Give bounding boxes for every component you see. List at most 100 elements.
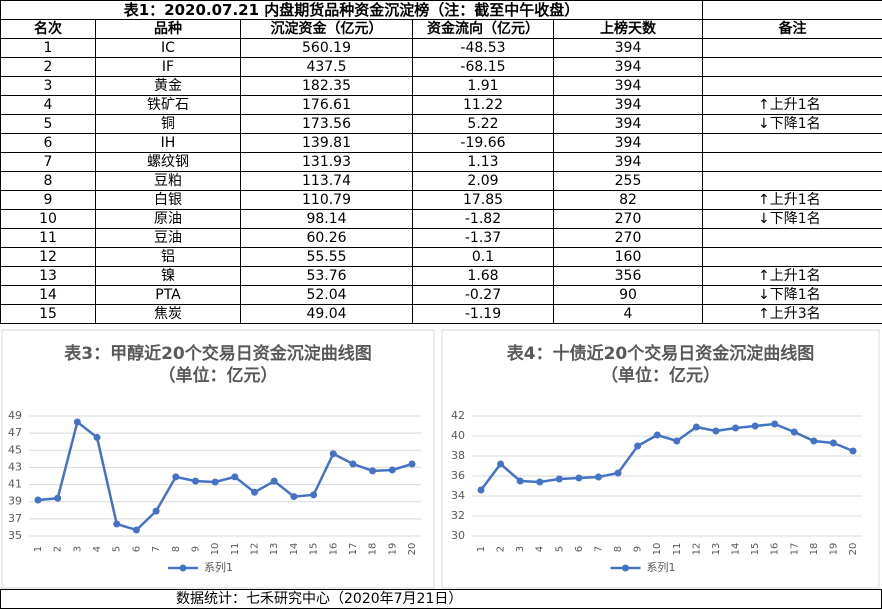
cell: 15 [0,304,96,324]
cell: 0.1 [412,247,554,267]
cell: 1.68 [412,266,554,286]
x-tick-label: 11 [672,543,683,556]
y-tick-label: 43 [8,460,22,473]
cell: 品种 [95,19,241,39]
cell: 394 [553,38,703,58]
cell: 镍 [95,266,241,286]
marker [829,439,837,447]
marker [497,460,505,468]
chart-subtitle: （单位：亿元） [601,365,720,386]
ranking-table: 表1：2020.07.21 内盘期货品种资金沉淀榜（注：截至中午收盘） 名次 品种沉… [0,0,882,324]
marker [810,437,818,445]
marker [516,477,524,485]
cell: 160 [553,247,703,267]
marker [34,496,42,504]
y-tick-label: 42 [451,409,465,422]
marker [790,428,798,436]
table-row: 5 铜 173.56 5.22 394 ↓下降1名 [0,114,882,134]
cell: IH [95,133,241,153]
cell: 139.81 [240,133,413,153]
y-tick-label: 37 [8,512,22,525]
cell: -0.27 [412,285,554,305]
marker [614,469,622,477]
x-tick-label: 20 [407,543,418,556]
cell: 上榜天数 [553,19,703,39]
marker [712,427,720,435]
chart-area [441,329,880,589]
x-tick-label: 7 [151,546,162,552]
table-row: 4 铁矿石 176.61 11.22 394 ↑上升1名 [0,95,882,115]
table-row: 6 IH 139.81 -19.66 394 [0,133,882,153]
cell: 131.93 [240,152,413,172]
cell: 铜 [95,114,241,134]
cell: -1.37 [412,228,554,248]
marker [849,447,857,455]
cell: 394 [553,76,703,96]
x-tick-label: 2 [53,546,64,552]
cell: 173.56 [240,114,413,134]
marker [388,466,396,474]
cell: 2 [0,57,96,77]
line [37,419,413,532]
cell: 黄金 [95,76,241,96]
marker [369,467,377,475]
marker [251,488,259,496]
x-tick-label: 6 [131,546,142,552]
x-tick-label: 8 [613,546,624,552]
cell: 255 [553,171,703,191]
chart-title: 表3：甲醇近20个交易日资金沉淀曲线图 [64,343,372,364]
cell: 2.09 [412,171,554,191]
table-row: 9 白银 110.79 17.85 82 ↑上升1名 [0,190,882,210]
legend-marker [179,564,187,572]
x-tick-label: 14 [289,543,300,556]
cell: 90 [553,285,703,305]
cell: 394 [553,152,703,172]
x-tick-label: 1 [33,546,44,552]
cell: 394 [553,133,703,153]
cell: 11.22 [412,95,554,115]
chart-title: 表4：十债近20个交易日资金沉淀曲线图 [507,343,815,364]
marker [673,437,681,445]
cell: 豆油 [95,228,241,248]
marker [54,494,62,502]
y-tick-label: 47 [8,426,22,439]
y-tick-label: 36 [451,469,465,482]
y-tick-label: 41 [8,478,22,491]
cell: -19.66 [412,133,554,153]
legend-marker [622,564,629,572]
cell: 53.76 [240,266,413,286]
x-tick-label: 10 [210,543,221,556]
marker [93,433,101,441]
y-tick-label: 49 [8,409,22,422]
y-tick-label: 35 [8,529,22,542]
cell: -1.82 [412,209,554,229]
table-row: 1 IC 560.19 -48.53 394 [0,38,882,58]
x-tick-label: 16 [328,543,339,556]
x-tick-label: 15 [750,543,761,556]
marker [152,507,160,515]
table-row: 12 铝 55.55 0.1 160 [0,247,882,267]
cell: 1.13 [412,152,554,172]
marker [408,460,416,468]
cell: 113.74 [240,171,413,191]
marker [555,475,563,483]
x-tick-label: 6 [574,546,585,552]
cell: 110.79 [240,190,413,210]
cell: 1.91 [412,76,554,96]
cell: 铁矿石 [95,95,241,115]
x-tick-label: 18 [368,543,379,556]
x-tick-label: 17 [348,543,359,556]
marker [73,418,81,426]
y-tick-label: 38 [451,449,465,462]
cell [702,38,882,58]
x-tick-label: 5 [112,546,123,552]
table-row: 15 焦炭 49.04 -1.19 4 ↑上升3名 [0,304,882,324]
cell: 名次 [0,19,96,39]
cell: 270 [553,228,703,248]
y-tick-label: 45 [8,443,22,456]
marker [594,473,602,481]
cell: 17.85 [412,190,554,210]
marker [270,477,278,485]
y-tick-label: 40 [451,429,465,442]
x-tick-label: 5 [554,546,565,552]
